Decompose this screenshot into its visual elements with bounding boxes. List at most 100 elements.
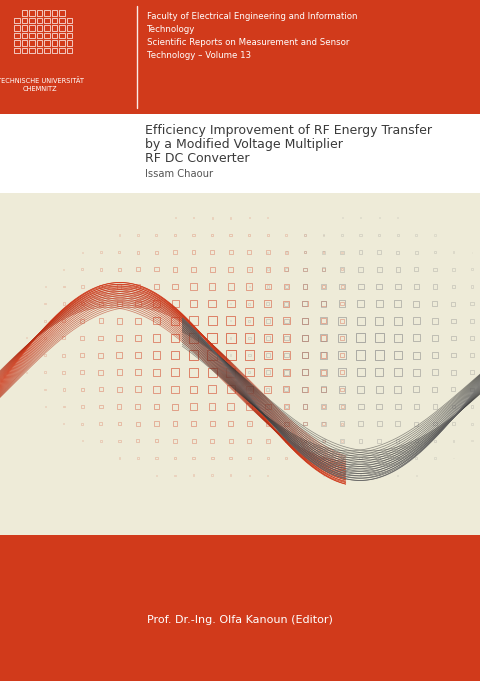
Bar [153,300,160,307]
Bar [323,234,324,236]
Bar [171,317,179,325]
Text: RF DC Converter: RF DC Converter [145,153,249,165]
Bar [0,114,480,193]
Bar [338,351,346,359]
Bar [341,251,343,253]
Bar [267,252,268,253]
Bar [284,404,289,409]
Bar [137,457,139,459]
Bar [63,406,65,407]
Bar [394,334,402,342]
Bar [248,234,251,236]
Bar [22,33,27,38]
Bar [415,439,418,443]
Bar [321,335,326,340]
Bar [322,439,325,443]
Bar [137,234,139,236]
Bar [153,334,160,342]
Bar [62,388,65,390]
Bar [283,317,290,324]
Bar [356,334,365,343]
Bar [44,320,46,321]
Bar [174,475,176,476]
Bar [135,404,140,409]
Bar [36,33,42,38]
Bar [249,406,250,407]
Bar [226,333,236,343]
Bar [208,316,216,326]
Bar [117,370,122,375]
Bar [394,368,402,376]
Bar [247,439,251,443]
Bar [452,268,455,270]
Bar [62,302,65,305]
Bar [415,234,417,236]
Bar [341,440,343,441]
Bar [209,283,216,289]
Bar [451,387,456,392]
Bar [154,267,159,272]
Bar [171,368,179,377]
Bar [285,439,288,443]
Bar [451,302,456,306]
Bar [22,10,27,16]
Bar [377,267,382,272]
Bar [212,475,213,476]
Bar [340,370,344,375]
Bar [265,267,270,272]
Bar [340,336,344,340]
Bar [208,385,216,394]
Text: Technology – Volume 13: Technology – Volume 13 [147,51,251,60]
Bar [67,33,72,38]
Bar [230,217,231,219]
Bar [358,404,364,409]
Bar [302,369,308,375]
Bar [118,422,121,426]
Bar [227,300,235,307]
Bar [228,283,234,289]
Bar [286,251,287,253]
Bar [14,18,20,23]
Bar [341,457,343,459]
Bar [248,457,251,459]
Bar [303,422,307,426]
Bar [432,352,438,358]
Bar [266,319,270,323]
Bar [99,302,103,306]
Bar [342,217,343,219]
Bar [285,268,288,270]
Bar [359,251,362,254]
Bar [212,217,213,219]
Bar [303,405,307,409]
Bar [99,268,102,270]
Bar [44,48,49,53]
Text: Faculty of Electrical Engineering and Information: Faculty of Electrical Engineering and In… [147,12,357,21]
Bar [320,369,327,375]
Bar [135,284,140,289]
Bar [340,387,344,391]
Bar [44,337,46,339]
Bar [134,334,141,341]
Bar [303,268,307,271]
Bar [155,439,158,443]
Bar [246,283,252,289]
Bar [248,336,251,339]
Bar [284,387,288,392]
Bar [323,251,324,253]
Bar [191,421,196,426]
Bar [284,422,288,426]
Bar [249,286,250,287]
Bar [208,368,216,377]
Bar [229,250,233,254]
Bar [81,370,84,374]
Bar [245,317,253,325]
Bar [117,301,122,306]
Bar [302,318,308,323]
Bar [357,300,364,307]
Bar [396,251,399,254]
Bar [433,285,437,289]
Bar [304,440,306,442]
Bar [340,251,344,254]
Bar [51,48,57,53]
Bar [44,33,49,38]
